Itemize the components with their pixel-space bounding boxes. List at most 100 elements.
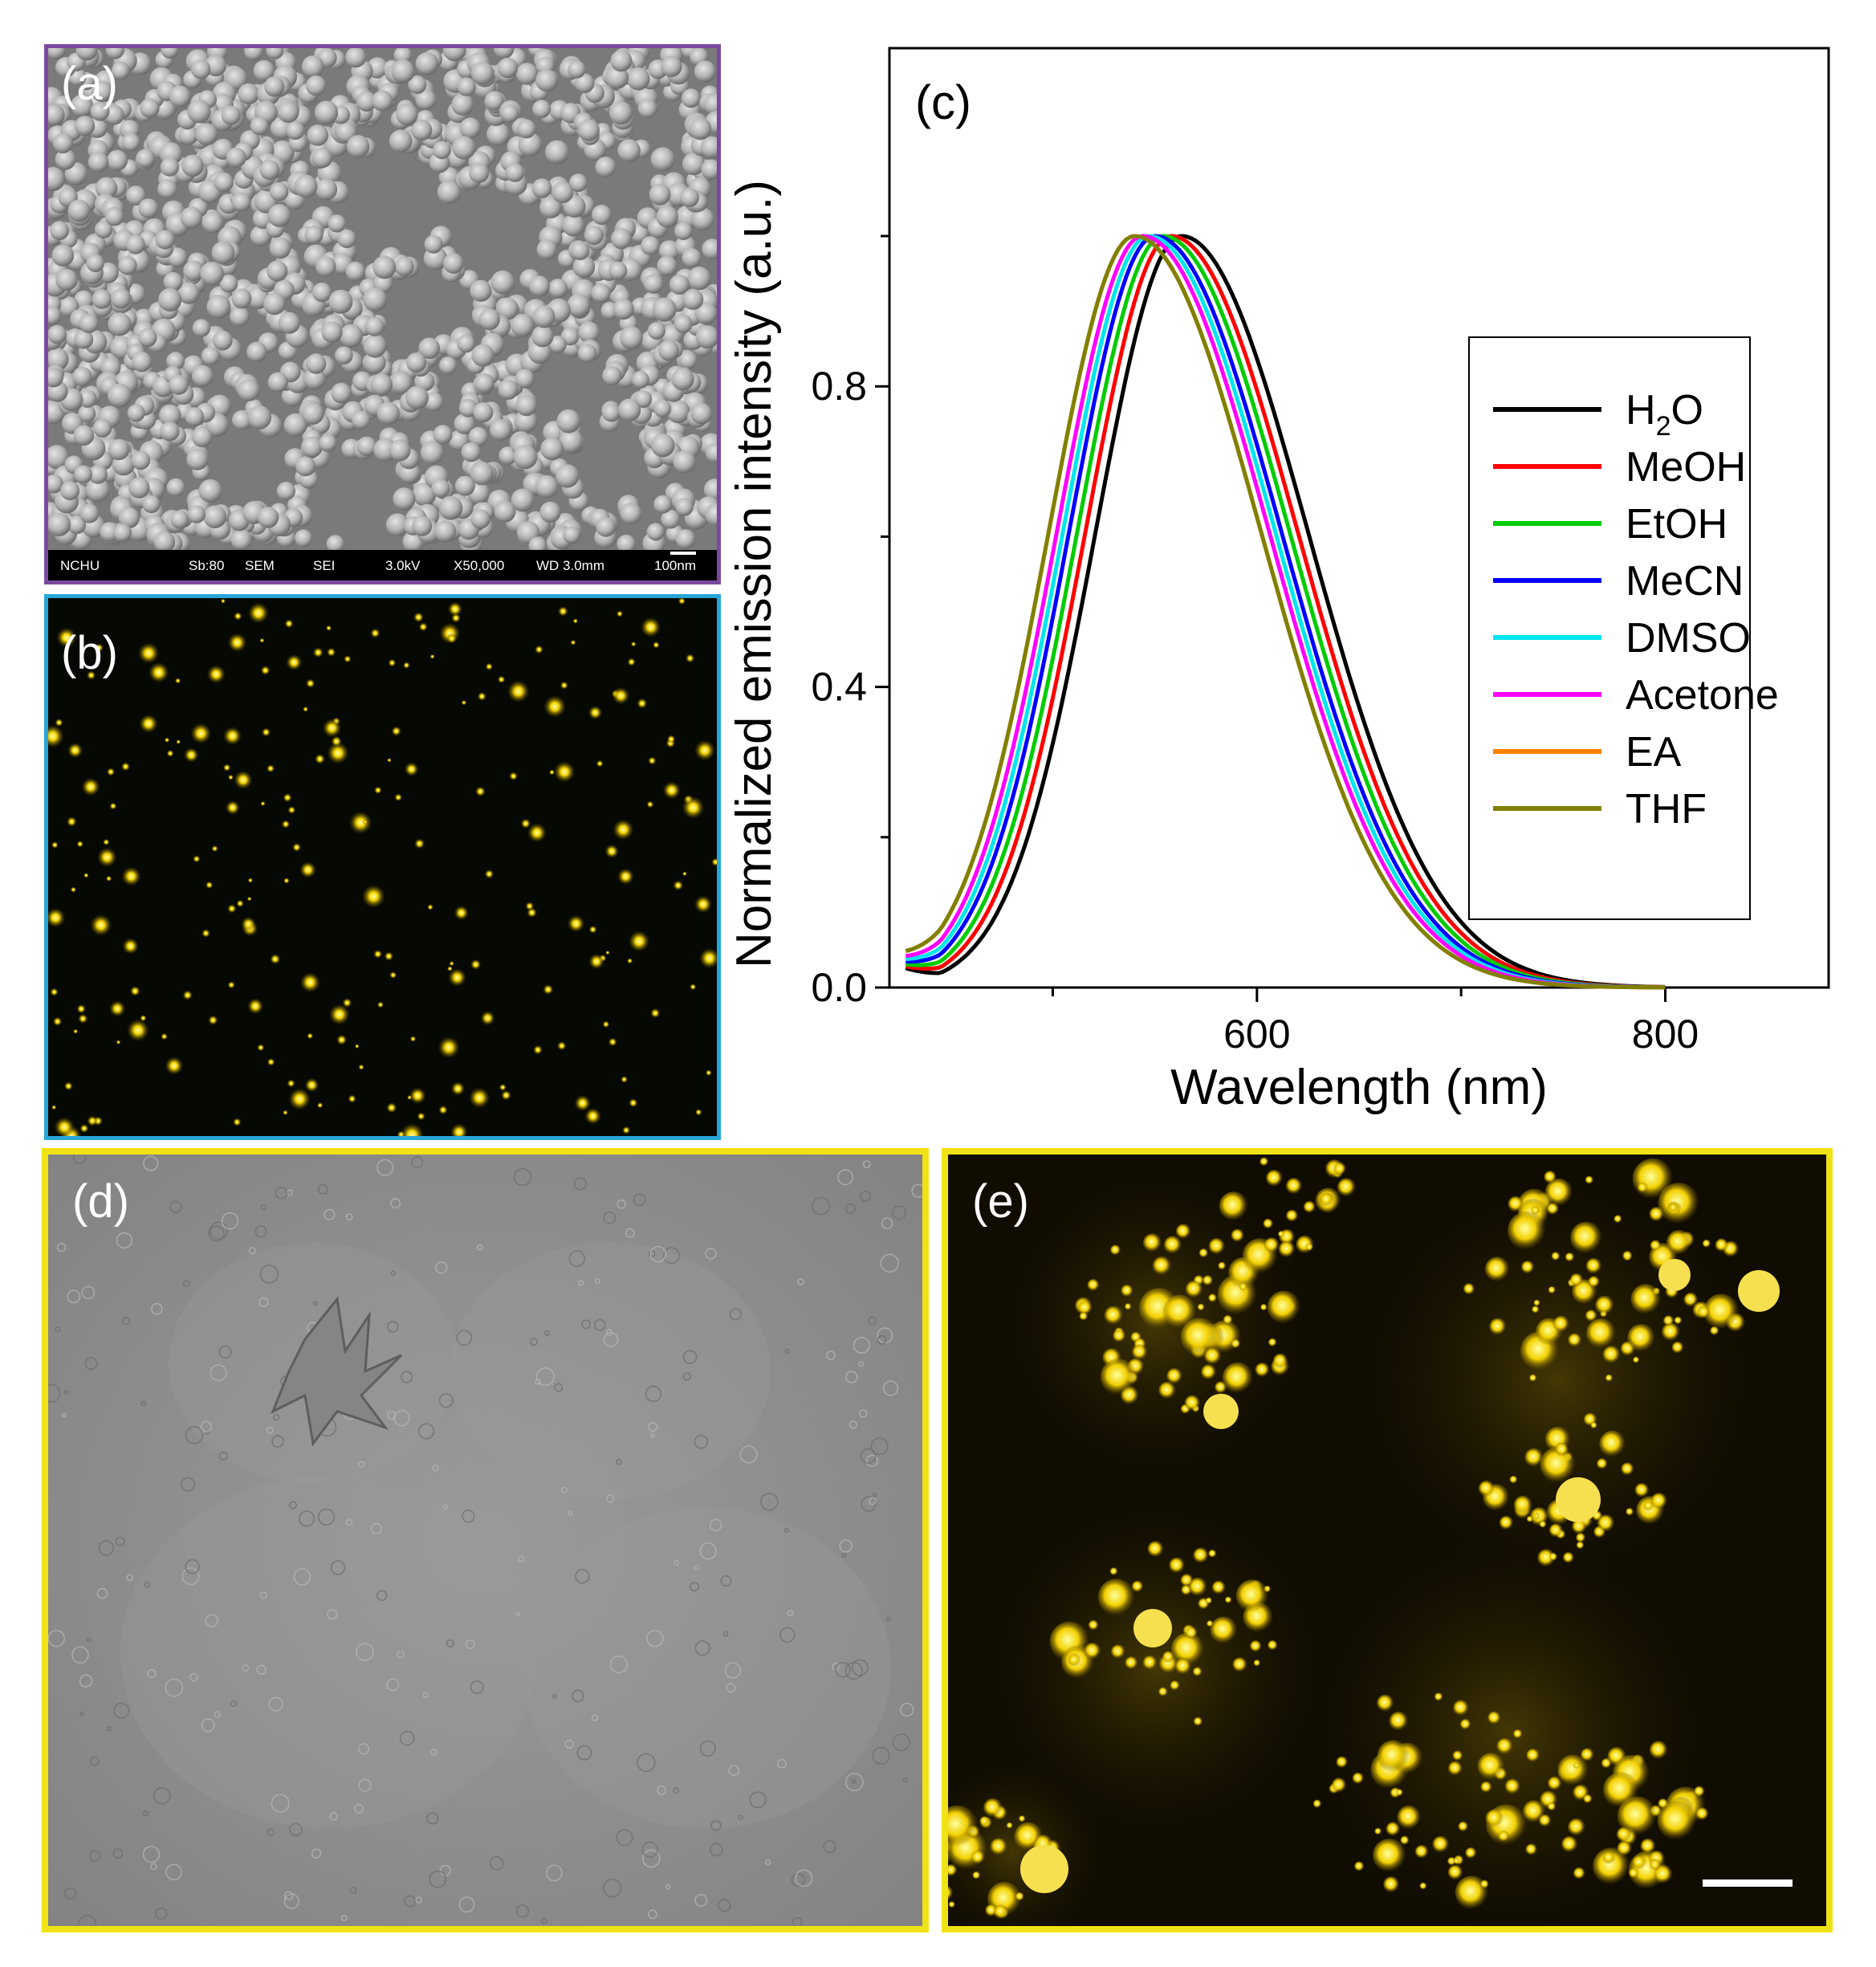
fluorescent-particle [628,930,650,952]
fluorescent-vesicle [1166,1368,1183,1384]
nanoparticle [257,507,279,528]
nanoparticle [394,257,414,276]
fluorescent-vesicle [1597,1458,1608,1470]
fluorescent-particle [409,1036,417,1042]
nanoparticle [438,495,463,520]
nanoparticle [468,426,488,447]
fluorescent-particle [361,884,386,909]
fluorescent-particle [87,1115,98,1126]
fluorescent-vesicle [1570,1221,1602,1254]
fluorescent-vesicle [1169,1557,1186,1574]
fluorescent-particle [247,878,254,883]
vesicle [230,1700,237,1707]
vesicle [861,1496,877,1512]
vesicle [205,1614,218,1627]
fluorescent-particle [705,1069,712,1077]
fluorescent-particle [83,872,89,878]
nanoparticle [192,426,213,447]
fluorescent-vesicle [1616,1826,1632,1843]
nanoparticle [415,88,437,111]
fluorescent-particle [386,1102,397,1114]
vesicle [792,1917,803,1926]
vesicle [650,1433,655,1439]
fluorescent-vesicle [1533,1299,1540,1307]
fluorescent-particle [612,686,630,705]
vesicle [572,1689,584,1703]
nanoparticle [283,413,307,437]
nanoparticle [536,239,557,260]
nanoparticle [627,67,650,91]
nanoparticle [187,100,211,124]
vesicle [777,1758,787,1769]
vesicle [432,1464,439,1472]
nanoparticle [312,283,332,303]
nanoparticle [470,509,490,529]
fluorescent-vesicle [1224,1596,1232,1604]
vesicle [349,1887,357,1895]
fluorescent-particle [120,762,131,772]
nanoparticle [515,394,538,417]
vesicle [663,1247,680,1264]
fluorescent-particle [50,988,59,996]
fluorescent-vesicle [1548,1286,1557,1294]
vesicle [470,1680,484,1694]
fluorescent-vesicle [1377,1694,1394,1712]
fluorescent-vesicle [1649,1741,1668,1760]
nanoparticle [286,120,305,140]
nanoparticle [703,479,717,501]
fluorescent-vesicle [1163,1236,1182,1254]
vesicle [340,1914,348,1921]
fluorescent-vesicle [990,1838,1008,1856]
fluorescent-vesicle [1352,1772,1365,1785]
fluorescent-vesicle [1197,1303,1205,1311]
fluorescent-particle [259,637,265,643]
vesicle [115,1537,125,1546]
fluorescent-particle [348,1094,356,1103]
vesicle [329,1812,338,1821]
panel-a-label: (a) [61,58,118,110]
fluorescent-particle [336,1034,348,1045]
nanoparticle [545,140,569,165]
fluorescent-particle [227,633,247,653]
fluorescent-vesicle [1633,1356,1640,1364]
vesicle [690,1582,700,1592]
fluorescent-vesicle [1278,1240,1296,1258]
nanoparticle [259,160,280,181]
vesicle [153,1786,171,1805]
fluorescent-particle [621,1075,629,1083]
fluorescent-vesicle [1383,1876,1400,1893]
vesicle [390,1198,401,1209]
nanoparticle [206,295,231,319]
fluorescent-particle [417,1112,425,1121]
fluorescent-particle [404,762,419,777]
vesicle [242,1664,250,1672]
fluorescent-vesicle [948,1901,956,1908]
nanoparticle [267,372,288,393]
vesicle [648,1909,657,1920]
fluorescent-particle [556,1041,567,1051]
panel-d-label: (d) [72,1175,129,1228]
nanoparticle [389,439,411,462]
fluorescent-vesicle [1632,1158,1674,1199]
vesicle [787,1610,794,1616]
vesicle [649,1250,656,1257]
vesicle [573,1177,587,1191]
fluorescent-particle [48,724,65,748]
nanoparticle [198,479,222,503]
fluorescent-vesicle [1568,1333,1582,1347]
nanoparticle [612,298,634,320]
vesicle [749,1791,767,1809]
vesicle [848,1420,857,1429]
fluorescent-particle [121,866,141,886]
fluorescent-vesicle [1463,1283,1475,1295]
nanoparticle [142,495,161,514]
fluorescent-vesicle [1448,1761,1463,1776]
fluorescent-vesicle [1125,1656,1138,1670]
fluorescent-vesicle [1019,1815,1026,1822]
fluorescent-vesicle [1260,1304,1268,1311]
nanoparticle [610,50,633,72]
fluorescent-particle [588,953,605,970]
fluorescent-vesicle [1597,1514,1615,1533]
vesicle [673,1560,680,1566]
fluorescent-particle [70,886,77,893]
